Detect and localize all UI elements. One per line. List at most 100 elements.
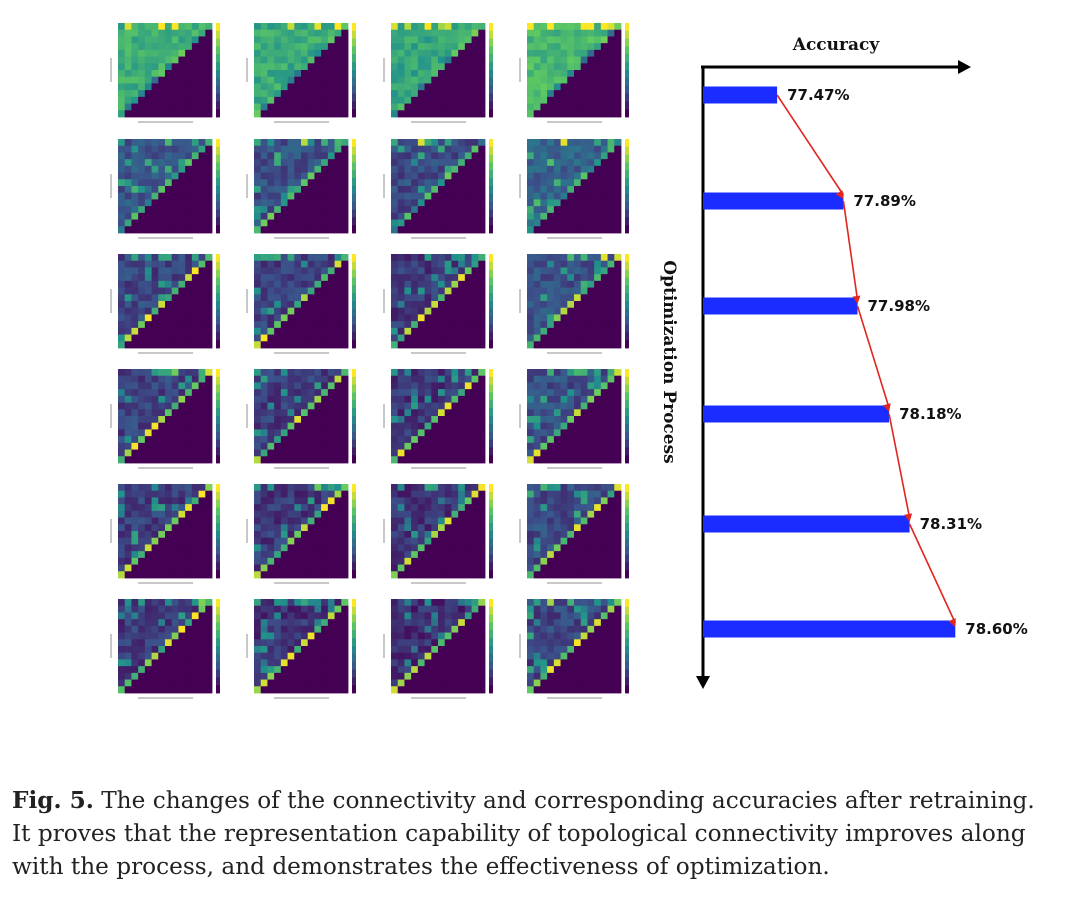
colorbar bbox=[489, 369, 493, 464]
accuracy-bar bbox=[703, 515, 910, 533]
colorbar bbox=[489, 254, 493, 349]
trend-arrowhead bbox=[948, 618, 956, 627]
colorbar bbox=[489, 484, 493, 579]
connectivity-heatmap bbox=[383, 484, 493, 584]
x-axis-ticklabels bbox=[547, 237, 602, 239]
connectivity-heatmap bbox=[519, 139, 629, 239]
x-axis-ticklabels bbox=[138, 237, 193, 239]
y-axis-arrow bbox=[696, 676, 710, 689]
colorbar bbox=[489, 599, 493, 694]
bar-value-label: 78.60% bbox=[965, 620, 1027, 638]
connectivity-heatmap bbox=[519, 369, 629, 469]
colorbar bbox=[625, 23, 629, 118]
connectivity-heatmap bbox=[246, 254, 356, 354]
connectivity-heatmap-grid bbox=[110, 23, 629, 699]
trend-arrowhead bbox=[883, 403, 891, 412]
trend-line-segment bbox=[908, 523, 957, 624]
connectivity-heatmap bbox=[383, 23, 493, 123]
y-axis-ticklabels bbox=[519, 289, 521, 313]
connectivity-heatmap bbox=[383, 139, 493, 239]
colorbar bbox=[625, 139, 629, 234]
y-axis-ticklabels bbox=[246, 519, 248, 543]
connectivity-heatmap bbox=[519, 254, 629, 354]
y-axis-ticklabels bbox=[383, 289, 385, 313]
connectivity-heatmap bbox=[110, 23, 220, 123]
x-axis-ticklabels bbox=[274, 467, 329, 469]
caption-line-3: with the process, and demonstrates the e… bbox=[12, 853, 830, 880]
y-axis-ticklabels bbox=[519, 404, 521, 428]
colorbar bbox=[216, 23, 220, 118]
x-axis-ticklabels bbox=[138, 467, 193, 469]
connectivity-heatmap bbox=[519, 484, 629, 584]
x-axis-arrow bbox=[958, 60, 971, 74]
trend-line-segment bbox=[842, 200, 859, 301]
trend-line-segment bbox=[888, 413, 911, 519]
connectivity-heatmap bbox=[246, 484, 356, 584]
x-axis-ticklabels bbox=[138, 352, 193, 354]
connectivity-heatmap bbox=[110, 139, 220, 239]
y-axis-ticklabels bbox=[383, 634, 385, 658]
connectivity-heatmap bbox=[519, 23, 629, 123]
y-axis-ticklabels bbox=[383, 519, 385, 543]
y-axis-ticklabels bbox=[383, 174, 385, 198]
accuracy-bar-chart: Accuracy Optimization Process 77.47% 77.8… bbox=[659, 35, 1028, 689]
connectivity-heatmap bbox=[246, 23, 356, 123]
colorbar bbox=[489, 23, 493, 118]
connectivity-heatmap bbox=[383, 369, 493, 469]
x-axis-ticklabels bbox=[138, 121, 193, 123]
colorbar bbox=[352, 484, 356, 579]
x-axis-ticklabels bbox=[411, 237, 466, 239]
colorbar bbox=[489, 139, 493, 234]
colorbar bbox=[625, 599, 629, 694]
colorbar bbox=[352, 254, 356, 349]
y-axis-ticklabels bbox=[246, 634, 248, 658]
bar-value-label: 77.47% bbox=[787, 86, 849, 104]
trend-arrowhead bbox=[904, 513, 913, 522]
bar-value-label: 77.89% bbox=[853, 192, 915, 210]
y-axis-ticklabels bbox=[246, 404, 248, 428]
colorbar bbox=[352, 369, 356, 464]
x-axis-ticklabels bbox=[274, 582, 329, 584]
colorbar bbox=[216, 369, 220, 464]
y-axis-ticklabels bbox=[110, 519, 112, 543]
bar-value-label: 78.31% bbox=[920, 515, 982, 533]
connectivity-heatmap bbox=[246, 369, 356, 469]
connectivity-heatmap bbox=[246, 139, 356, 239]
x-axis-ticklabels bbox=[547, 467, 602, 469]
caption-label: Fig. 5. bbox=[12, 787, 94, 814]
accuracy-bar bbox=[703, 192, 844, 210]
y-axis-ticklabels bbox=[110, 58, 112, 82]
x-axis-ticklabels bbox=[411, 582, 466, 584]
x-axis-title: Accuracy bbox=[792, 35, 881, 55]
colorbar bbox=[216, 599, 220, 694]
connectivity-heatmap bbox=[519, 599, 629, 699]
y-axis-ticklabels bbox=[110, 174, 112, 198]
y-axis-ticklabels bbox=[110, 634, 112, 658]
figure-5: Accuracy Optimization Process 77.47% 77.8… bbox=[110, 23, 1028, 699]
x-axis-ticklabels bbox=[411, 352, 466, 354]
trend-line-segment bbox=[776, 94, 845, 196]
colorbar bbox=[352, 139, 356, 234]
x-axis-ticklabels bbox=[411, 697, 466, 699]
connectivity-heatmap bbox=[110, 599, 220, 699]
colorbar bbox=[216, 139, 220, 234]
connectivity-heatmap bbox=[110, 369, 220, 469]
x-axis-ticklabels bbox=[411, 467, 466, 469]
accuracy-bar bbox=[703, 297, 858, 315]
y-axis-ticklabels bbox=[519, 174, 521, 198]
bar-value-label: 77.98% bbox=[868, 297, 930, 315]
trend-arrowhead bbox=[835, 190, 844, 199]
y-axis-ticklabels bbox=[519, 519, 521, 543]
x-axis-ticklabels bbox=[274, 237, 329, 239]
x-axis-ticklabels bbox=[547, 582, 602, 584]
y-axis-ticklabels bbox=[383, 404, 385, 428]
y-axis-ticklabels bbox=[110, 289, 112, 313]
colorbar bbox=[216, 484, 220, 579]
x-axis-ticklabels bbox=[274, 697, 329, 699]
y-axis-ticklabels bbox=[383, 58, 385, 82]
colorbar bbox=[625, 484, 629, 579]
y-axis-ticklabels bbox=[519, 58, 521, 82]
colorbar bbox=[352, 23, 356, 118]
colorbar bbox=[625, 254, 629, 349]
colorbar bbox=[352, 599, 356, 694]
